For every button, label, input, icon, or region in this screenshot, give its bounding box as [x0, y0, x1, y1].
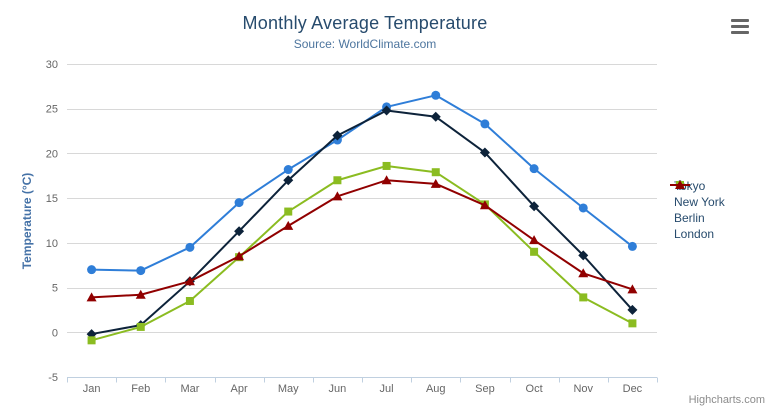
- data-point-london[interactable]: [86, 292, 97, 302]
- legend-item-london[interactable]: London: [669, 180, 725, 242]
- x-axis-label: Jul: [380, 383, 394, 395]
- legend-item-berlin[interactable]: Berlin: [669, 181, 725, 226]
- data-point-london[interactable]: [332, 191, 343, 201]
- data-point-berlin[interactable]: [530, 247, 539, 256]
- data-point-new-york[interactable]: [627, 304, 638, 315]
- data-point-london[interactable]: [184, 276, 195, 286]
- data-point-london[interactable]: [135, 289, 146, 299]
- context-menu-button[interactable]: [731, 19, 751, 37]
- x-axis-label: Feb: [131, 383, 150, 395]
- data-point-tokyo[interactable]: [283, 165, 293, 175]
- hamburger-icon: [731, 25, 749, 28]
- x-axis-label: Apr: [231, 383, 248, 395]
- y-axis-label: 20: [46, 148, 58, 160]
- data-point-london[interactable]: [529, 235, 540, 245]
- data-point-london[interactable]: [283, 220, 294, 230]
- data-point-tokyo[interactable]: [627, 241, 637, 251]
- x-axis-label: Sep: [475, 383, 495, 395]
- data-point-tokyo[interactable]: [529, 164, 539, 174]
- data-point-berlin[interactable]: [87, 336, 96, 345]
- data-point-tokyo[interactable]: [185, 242, 195, 252]
- y-axis-label: -5: [48, 372, 58, 384]
- legend-item-new-york[interactable]: New York: [669, 180, 725, 210]
- legend-item-label: Berlin: [674, 211, 705, 225]
- legend-item-label: London: [674, 227, 715, 241]
- data-point-new-york[interactable]: [578, 250, 589, 261]
- data-point-berlin[interactable]: [431, 168, 440, 177]
- hamburger-icon: [731, 19, 749, 22]
- x-axis-label: Nov: [573, 383, 593, 395]
- data-point-london[interactable]: [234, 251, 245, 261]
- chart-title: Monthly Average Temperature: [242, 13, 488, 33]
- data-point-berlin[interactable]: [382, 161, 391, 170]
- data-point-london[interactable]: [627, 284, 638, 294]
- data-point-new-york[interactable]: [381, 105, 392, 116]
- data-point-tokyo[interactable]: [578, 203, 588, 213]
- series-line-new-york: [90, 109, 634, 336]
- data-point-new-york[interactable]: [430, 111, 441, 122]
- legend-item-label: New York: [674, 195, 725, 209]
- x-axis-label: Jun: [329, 383, 347, 395]
- data-point-tokyo[interactable]: [480, 119, 490, 129]
- hamburger-icon: [731, 31, 749, 34]
- legend-marker: [675, 180, 685, 189]
- data-point-berlin[interactable]: [628, 319, 637, 328]
- data-point-new-york[interactable]: [283, 175, 294, 186]
- x-axis-label: May: [278, 383, 299, 395]
- y-axis-label: 15: [46, 193, 58, 205]
- x-axis-label: Dec: [623, 383, 643, 395]
- data-point-berlin[interactable]: [333, 176, 342, 185]
- data-point-berlin[interactable]: [579, 293, 588, 302]
- x-axis-label: Jan: [83, 383, 101, 395]
- credits-link[interactable]: Highcharts.com: [688, 394, 765, 406]
- data-point-berlin[interactable]: [185, 296, 194, 305]
- data-point-berlin[interactable]: [284, 207, 293, 216]
- data-point-london[interactable]: [430, 178, 441, 188]
- y-axis-title: Temperature (°C): [20, 172, 34, 270]
- data-point-tokyo[interactable]: [136, 266, 146, 276]
- data-point-london[interactable]: [381, 175, 392, 185]
- data-point-tokyo[interactable]: [431, 90, 441, 100]
- y-axis-label: 5: [52, 283, 58, 295]
- y-axis-label: 0: [52, 327, 58, 339]
- triangle-marker-icon: [670, 180, 690, 189]
- data-point-new-york[interactable]: [529, 201, 540, 212]
- series-line-london: [90, 179, 634, 299]
- data-point-berlin[interactable]: [136, 322, 145, 331]
- x-axis-label: Aug: [426, 383, 446, 395]
- data-point-new-york[interactable]: [234, 226, 245, 237]
- y-axis-label: 25: [46, 104, 58, 116]
- x-axis-label: Oct: [526, 383, 543, 395]
- x-axis-label: Mar: [180, 383, 199, 395]
- data-point-new-york[interactable]: [332, 130, 343, 141]
- y-axis-label: 30: [46, 59, 58, 71]
- data-point-london[interactable]: [479, 200, 490, 210]
- series-line-berlin: [90, 164, 634, 342]
- data-point-new-york[interactable]: [479, 147, 490, 158]
- series-line-tokyo: [90, 94, 634, 272]
- y-axis-label: 10: [46, 238, 58, 250]
- data-point-london[interactable]: [578, 268, 589, 278]
- chart-subtitle: Source: WorldClimate.com: [293, 37, 437, 51]
- data-point-tokyo[interactable]: [87, 265, 97, 275]
- data-point-tokyo[interactable]: [234, 198, 244, 208]
